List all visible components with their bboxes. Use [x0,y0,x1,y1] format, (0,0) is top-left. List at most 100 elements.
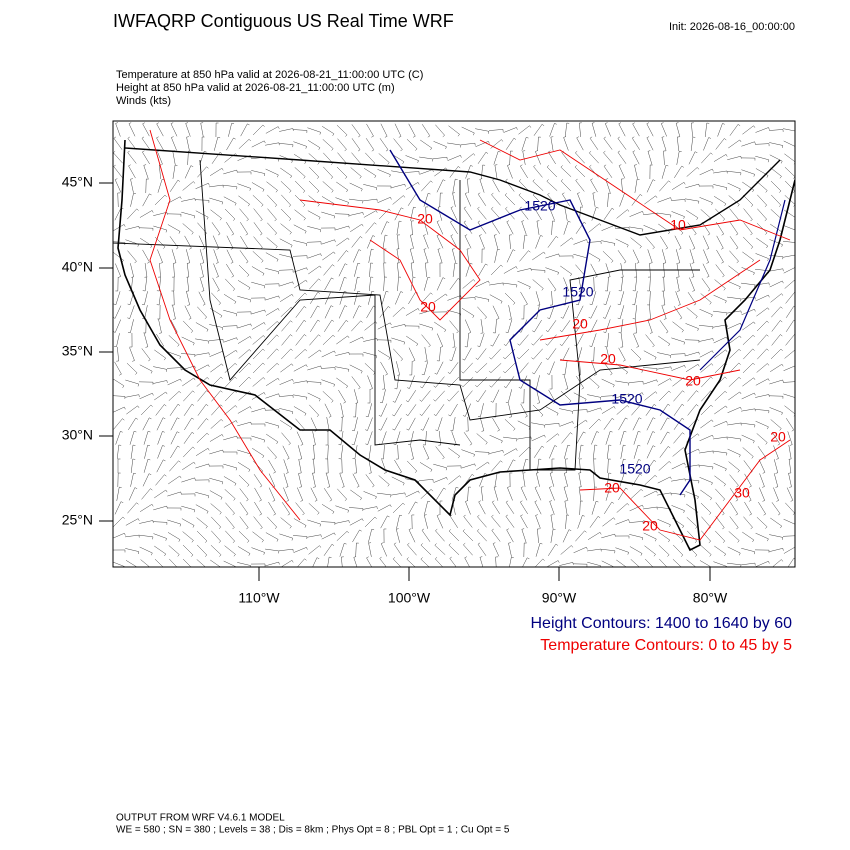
wind-barb [672,222,684,235]
wind-barb [307,210,321,220]
wind-barb [115,431,123,445]
wind-barb [321,239,336,245]
wind-barb [591,122,597,137]
wind-barb [490,264,503,276]
wind-barb [715,516,725,530]
wind-barb [481,164,486,179]
wind-barb [550,136,554,151]
wind-barb [477,151,489,164]
wind-barb [685,491,699,499]
wind-barb [395,444,399,460]
wind-barb [729,474,739,488]
wind-barb [363,198,378,202]
wind-barb [265,268,280,275]
wind-barb [196,432,209,444]
wind-barb [701,376,713,388]
wind-barb [411,514,415,530]
wind-barb [700,545,712,557]
wind-barb [563,221,571,235]
lat-label: 45°N [62,174,93,190]
wind-barb [464,192,472,207]
wind-barb [461,308,475,318]
wind-barb [784,166,795,179]
wind-barb [632,473,642,487]
wind-barb [127,291,135,306]
wind-barb [396,220,402,235]
wind-barb [293,267,308,273]
wind-barb [632,291,638,306]
wind-barb [578,472,582,487]
wind-barb [634,178,640,193]
wind-barb [728,531,740,543]
wind-barb [506,220,514,235]
wind-barb [307,392,321,402]
wind-barb [629,210,644,217]
wind-barb [295,319,307,332]
wind-barb [574,419,588,429]
wind-barb [139,534,154,540]
wind-barb [452,333,456,348]
wind-barb [574,165,586,178]
wind-barb [156,122,164,137]
wind-barb [493,486,499,501]
wind-barb [213,249,219,264]
wind-barb [728,376,741,387]
wind-barb [283,487,289,502]
wind-barb [367,388,371,404]
wind-barb [238,376,251,388]
wind-barb [436,220,444,235]
wind-barb [465,263,473,277]
wind-barb [435,417,443,431]
wind-barb [323,166,334,179]
wind-barb [741,141,756,147]
wind-barb [405,404,417,417]
wind-barb [339,416,343,432]
wind-barb [251,407,266,413]
wind-barb [549,206,555,221]
wind-barb [378,475,390,487]
wind-barb [629,504,644,512]
wind-barb [138,227,154,231]
wind-barb [462,542,473,556]
wind-barb [591,276,595,292]
wind-barb [410,234,414,249]
wind-barb [517,348,530,360]
wind-barb [593,486,597,502]
wind-barb [381,290,389,305]
wind-barb [324,305,334,319]
wind-barb [324,319,334,333]
wind-barb [703,249,709,264]
wind-barb [265,126,280,134]
wind-barb [660,417,670,431]
wind-barb [251,140,266,148]
wind-barb [658,223,671,235]
wind-barb [250,563,266,567]
wind-barb [130,263,134,278]
wind-barb [293,380,308,384]
wind-barb [308,180,320,193]
wind-barb [128,164,136,179]
wind-barb [282,445,290,460]
wind-barb [770,348,783,360]
field-label: Height at 850 hPa valid at 2026-08-21_11… [116,82,395,94]
wind-barb [393,348,404,362]
wind-barb [770,194,782,207]
wind-barb [139,546,153,556]
wind-barb [297,487,304,502]
wind-barb [238,362,251,374]
wind-barb [503,436,518,442]
height-contour-label: 1520 [611,391,642,407]
wind-barb [604,501,614,515]
wind-barb [340,403,344,418]
wind-barb [365,474,375,488]
wind-barb [632,305,638,320]
wind-barb [114,361,122,376]
wind-barb [700,502,712,515]
wind-barb [167,519,182,527]
wind-barb [480,486,484,501]
wind-barb [168,390,182,401]
wind-barb [392,195,406,205]
border [124,147,781,236]
wind-barb [674,165,684,179]
wind-barb [181,505,196,513]
